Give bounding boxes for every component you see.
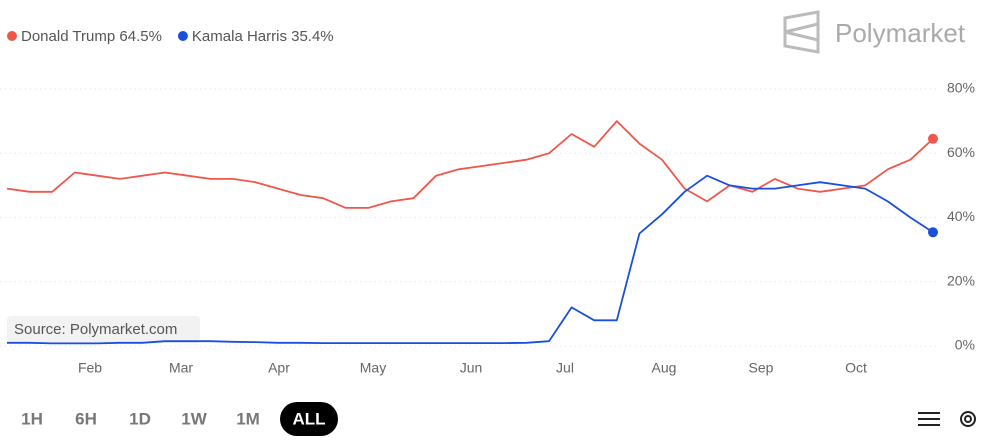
range-button[interactable]: 1H: [21, 409, 43, 428]
brand-logo: [783, 10, 820, 54]
x-tick-label: May: [360, 360, 386, 376]
x-tick-label: Jul: [556, 360, 574, 376]
x-tick-label: Feb: [78, 360, 102, 376]
y-tick-label: 80%: [947, 80, 975, 96]
y-tick-label: 20%: [947, 272, 975, 288]
settings-icons[interactable]: [918, 411, 976, 427]
legend-swatch: [177, 31, 188, 41]
range-button-label: 1H: [21, 409, 43, 428]
source-box: [7, 316, 200, 343]
x-tick-label: Jun: [460, 360, 483, 376]
y-tick-label: 40%: [947, 208, 975, 224]
range-button[interactable]: 1D: [129, 409, 151, 428]
legend-label: Kamala Harris 35.4%: [192, 28, 334, 45]
source: Source: Polymarket.com: [14, 321, 177, 338]
x-tick-label: Aug: [652, 360, 677, 376]
range-button-label: 1W: [181, 409, 207, 428]
brand: Polymarket: [835, 18, 966, 48]
legend-label: Donald Trump 64.5%: [21, 28, 162, 45]
range-button-label: 1M: [236, 409, 260, 428]
y-tick-label: 60%: [947, 144, 975, 160]
series-line: [7, 174, 934, 345]
range-button[interactable]: 1W: [181, 409, 207, 428]
legend-swatch: [7, 31, 17, 41]
end-dot: [928, 227, 938, 238]
end-dot: [928, 133, 938, 144]
y-tick-label: 0%: [955, 337, 975, 353]
x-tick-label: Apr: [268, 360, 290, 376]
x-tick-label: Oct: [845, 360, 867, 376]
range-button-bg: [280, 402, 338, 436]
x-tick-label: Mar: [169, 360, 193, 376]
series-line: [6, 120, 934, 209]
range-button[interactable]: 6H: [75, 409, 97, 428]
range-button[interactable]: 1M: [236, 409, 260, 428]
range-button-label: 6H: [75, 409, 97, 428]
x-tick-label: Sep: [749, 360, 774, 376]
range-button-label: 1D: [129, 409, 151, 428]
range-button[interactable]: ALL: [280, 402, 338, 436]
range-button-label: ALL: [292, 409, 325, 428]
